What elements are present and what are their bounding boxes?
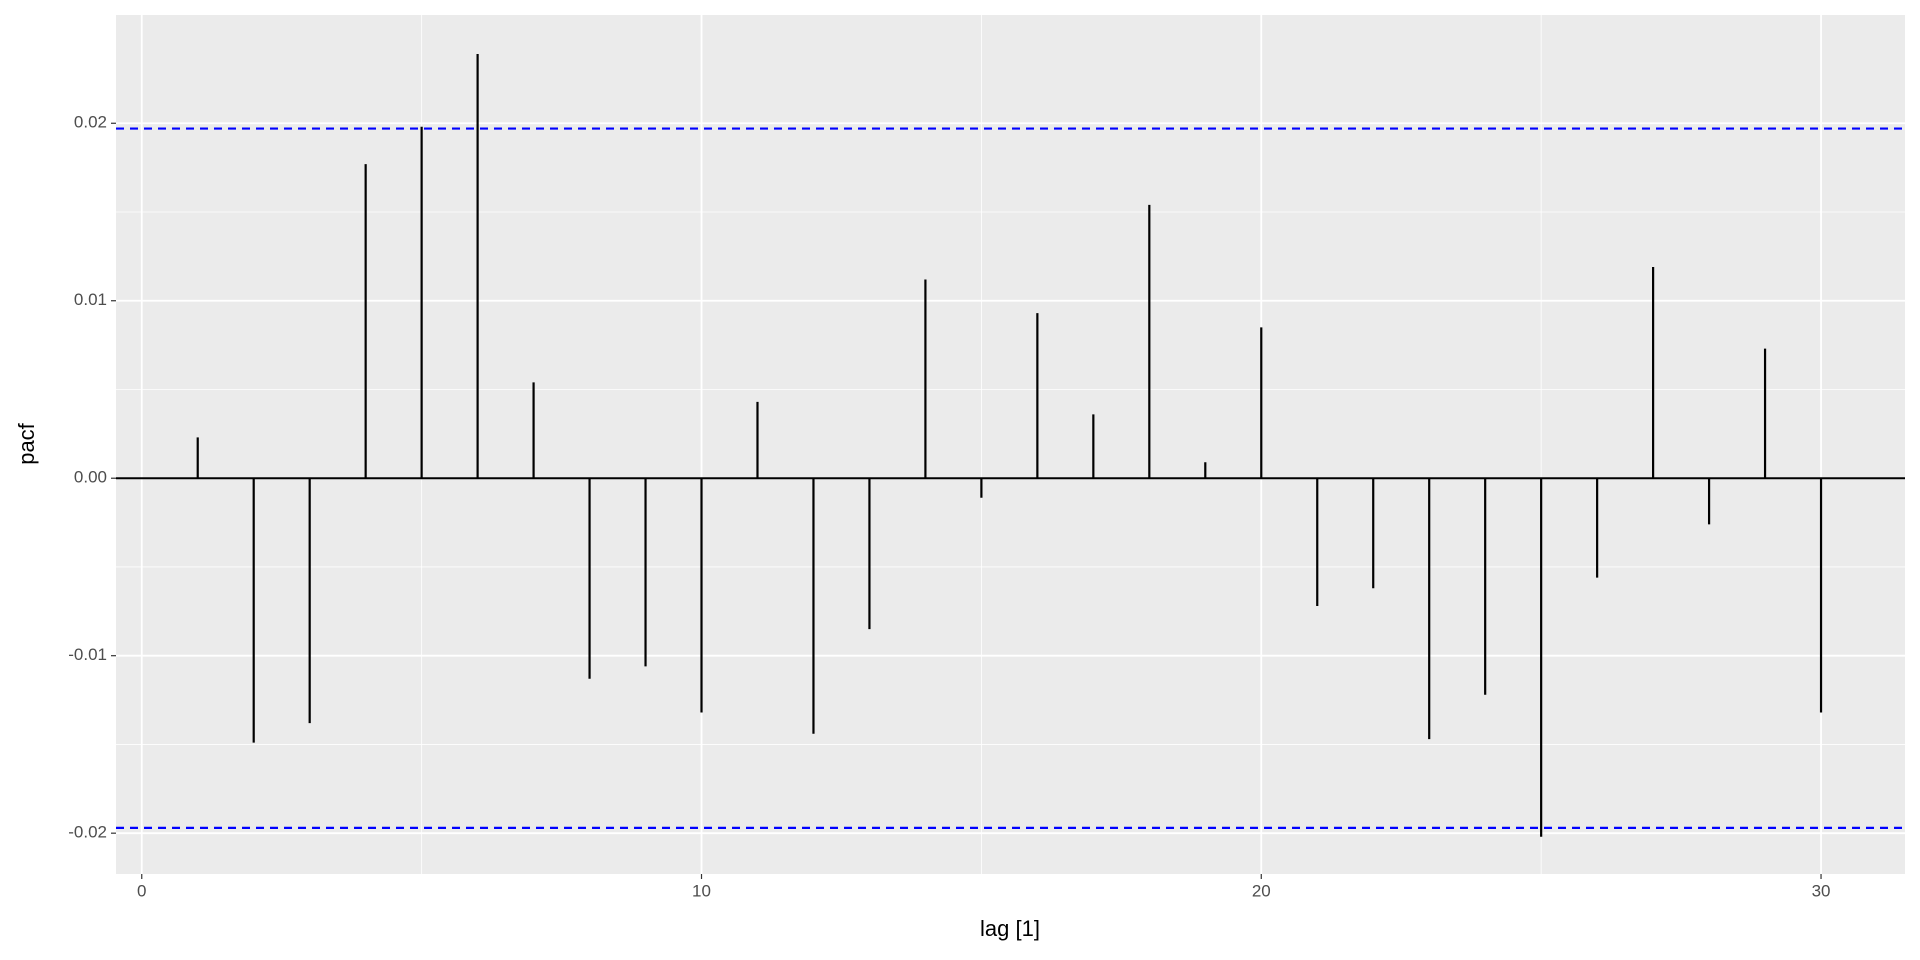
- y-tick-label: 0.00: [74, 468, 107, 487]
- x-tick-label: 10: [692, 881, 711, 900]
- y-tick-label: 0.01: [74, 290, 107, 309]
- y-tick-label: 0.02: [74, 113, 107, 132]
- y-axis-title: pacf: [14, 422, 39, 464]
- y-tick-label: -0.01: [68, 645, 107, 664]
- x-tick-label: 30: [1812, 881, 1831, 900]
- x-tick-label: 0: [137, 881, 146, 900]
- x-tick-label: 20: [1252, 881, 1271, 900]
- panel-background: [116, 15, 1905, 874]
- y-tick-label: -0.02: [68, 823, 107, 842]
- x-axis-title: lag [1]: [980, 916, 1040, 941]
